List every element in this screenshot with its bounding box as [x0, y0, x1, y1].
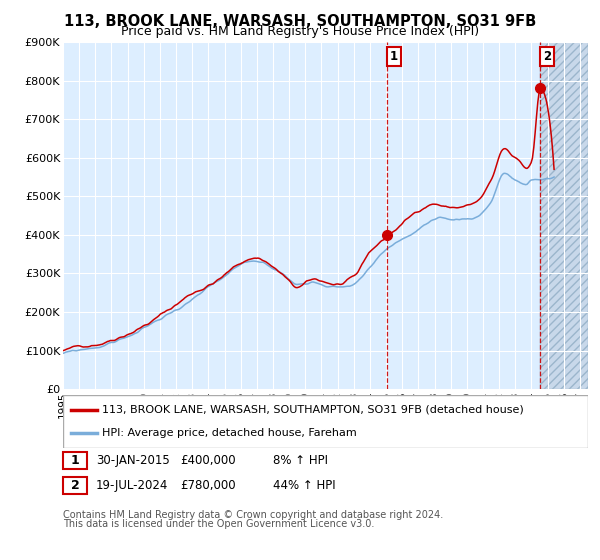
Text: 113, BROOK LANE, WARSASH, SOUTHAMPTON, SO31 9FB (detached house): 113, BROOK LANE, WARSASH, SOUTHAMPTON, S… [103, 405, 524, 415]
Text: Price paid vs. HM Land Registry's House Price Index (HPI): Price paid vs. HM Land Registry's House … [121, 25, 479, 38]
Text: 30-JAN-2015: 30-JAN-2015 [96, 454, 170, 467]
Text: 44% ↑ HPI: 44% ↑ HPI [273, 479, 335, 492]
Bar [541, 42, 588, 389]
Text: 2: 2 [543, 50, 551, 63]
Text: 1: 1 [390, 50, 398, 63]
Text: £400,000: £400,000 [180, 454, 236, 467]
Text: 19-JUL-2024: 19-JUL-2024 [96, 479, 169, 492]
Text: HPI: Average price, detached house, Fareham: HPI: Average price, detached house, Fare… [103, 428, 357, 438]
Text: 8% ↑ HPI: 8% ↑ HPI [273, 454, 328, 467]
Bar [541, 42, 588, 389]
Text: This data is licensed under the Open Government Licence v3.0.: This data is licensed under the Open Gov… [63, 519, 374, 529]
Text: 1: 1 [71, 454, 79, 467]
Text: 113, BROOK LANE, WARSASH, SOUTHAMPTON, SO31 9FB: 113, BROOK LANE, WARSASH, SOUTHAMPTON, S… [64, 14, 536, 29]
Text: 2: 2 [71, 479, 79, 492]
Text: £780,000: £780,000 [180, 479, 236, 492]
Text: Contains HM Land Registry data © Crown copyright and database right 2024.: Contains HM Land Registry data © Crown c… [63, 510, 443, 520]
FancyBboxPatch shape [63, 395, 588, 448]
